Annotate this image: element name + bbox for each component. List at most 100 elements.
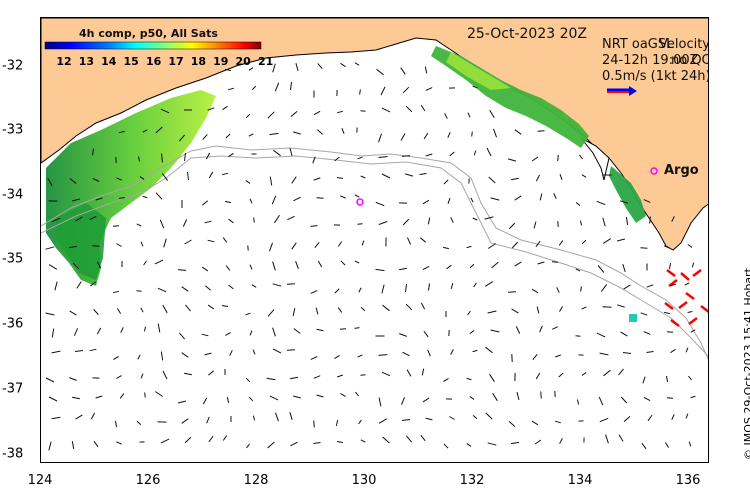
- current-vector: [272, 283, 282, 287]
- current-vector: [177, 400, 187, 404]
- current-vector: [536, 306, 540, 314]
- current-vector: [469, 263, 475, 269]
- current-vector: [485, 346, 493, 354]
- current-vector: [204, 220, 212, 224]
- current-vector: [202, 134, 208, 140]
- lat-tick-label: -35: [2, 251, 24, 267]
- current-vector: [443, 443, 449, 449]
- current-vector: [360, 175, 366, 179]
- current-vector: [597, 265, 605, 273]
- current-vector: [226, 396, 230, 404]
- current-vector: [313, 375, 321, 379]
- current-vector: [181, 352, 189, 358]
- current-vector-field: [45, 62, 696, 451]
- current-vector: [535, 240, 541, 248]
- current-vector: [295, 261, 299, 269]
- current-vector: [514, 261, 522, 267]
- current-vector: [622, 352, 632, 354]
- colorbar-tick-label: 18: [190, 55, 207, 68]
- current-vector: [267, 441, 275, 449]
- current-vector: [228, 284, 234, 290]
- current-vector: [473, 282, 477, 288]
- current-vector: [208, 435, 214, 443]
- current-vector: [115, 420, 117, 428]
- current-vector: [381, 284, 385, 294]
- current-vector: [555, 354, 561, 358]
- current-vector: [577, 399, 579, 405]
- current-vector: [472, 85, 478, 89]
- current-vector: [490, 197, 500, 201]
- current-vector: [581, 239, 587, 245]
- current-vector: [381, 371, 391, 377]
- current-vector: [507, 158, 517, 162]
- current-vector: [685, 413, 689, 419]
- current-vector: [92, 245, 100, 247]
- current-vector: [157, 287, 167, 293]
- current-vector: [74, 350, 84, 352]
- current-vector: [142, 129, 148, 133]
- current-vector: [466, 443, 472, 447]
- current-vector: [93, 309, 99, 315]
- current-vector: [531, 420, 539, 426]
- map-canvas[interactable]: [41, 18, 709, 463]
- current-vector: [136, 290, 142, 292]
- current-vector: [422, 199, 430, 205]
- current-vector: [159, 219, 165, 229]
- current-vector: [334, 354, 340, 360]
- current-vector: [293, 328, 301, 334]
- current-vector: [161, 153, 163, 163]
- current-vector: [640, 312, 648, 316]
- current-vector: [596, 200, 606, 206]
- current-vector: [314, 241, 320, 249]
- current-vector: [253, 217, 255, 223]
- current-vector: [310, 225, 318, 227]
- current-vector: [206, 416, 210, 424]
- current-vector: [579, 220, 583, 226]
- current-vector: [184, 436, 192, 444]
- current-vector: [290, 81, 292, 91]
- current-vector: [69, 377, 77, 381]
- current-vector: [685, 347, 689, 353]
- current-vector: [643, 331, 651, 335]
- current-vector: [381, 107, 391, 113]
- current-vector: [274, 82, 280, 92]
- current-vector: [378, 397, 382, 407]
- lat-tick-label: -33: [2, 122, 24, 138]
- current-vector: [618, 434, 624, 442]
- colorbar-ticks: 12 13 14 15 16 17 18 19 20 21: [41, 55, 708, 69]
- current-vector: [93, 440, 99, 448]
- current-vector: [537, 261, 545, 265]
- current-vector: [75, 414, 83, 420]
- current-vector: [337, 441, 343, 443]
- current-vector: [96, 327, 102, 335]
- current-vector: [224, 68, 232, 72]
- current-vector: [187, 171, 189, 181]
- current-vector: [269, 242, 273, 252]
- map-frame[interactable]: 4h comp, p50, All Sats 12 13 14 15 16 17 18 19 2…: [40, 17, 709, 463]
- current-vector: [375, 201, 385, 207]
- current-vector: [360, 439, 366, 443]
- current-vector: [182, 219, 188, 227]
- current-vector: [340, 393, 346, 397]
- current-vector: [402, 218, 410, 226]
- current-vector: [225, 265, 231, 271]
- current-vector: [406, 435, 412, 443]
- colorbar-tick-label: 21: [257, 55, 274, 68]
- current-vector: [181, 286, 189, 292]
- current-vector: [641, 442, 647, 450]
- sst-patch-gulf: [609, 166, 646, 223]
- current-vector: [118, 197, 126, 199]
- current-vector: [485, 412, 493, 420]
- current-vector: [245, 377, 251, 383]
- current-vector: [139, 176, 145, 180]
- lat-tick-label: -32: [2, 58, 24, 74]
- current-vector: [144, 392, 146, 398]
- current-vector: [422, 397, 430, 403]
- colorbar: [44, 41, 262, 50]
- current-vector: [688, 441, 692, 447]
- current-vector: [337, 307, 343, 313]
- current-vector: [447, 132, 451, 138]
- current-vector: [275, 412, 279, 422]
- current-vector: [312, 156, 316, 164]
- current-vector: [136, 223, 142, 227]
